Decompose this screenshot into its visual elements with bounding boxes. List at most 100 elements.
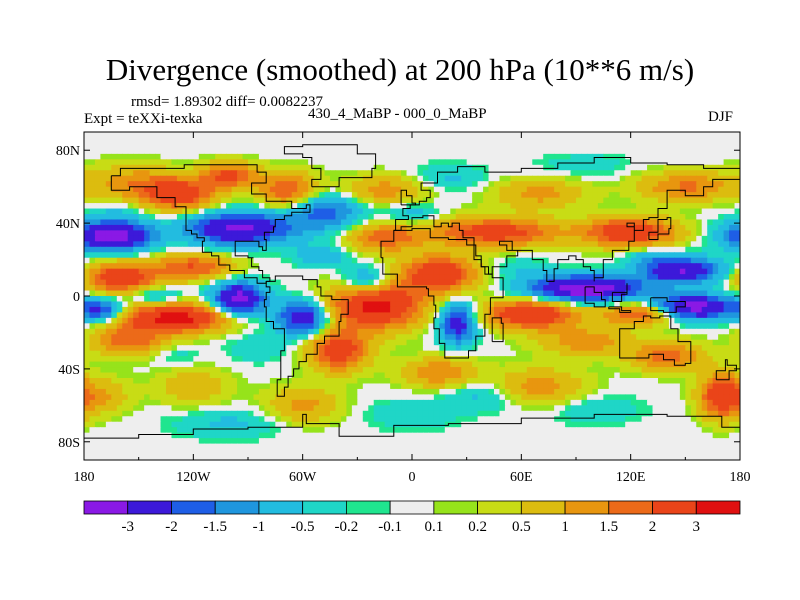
field-cell: [422, 159, 429, 166]
field-cell: [269, 153, 276, 160]
field-cell: [89, 170, 96, 177]
field-cell: [122, 312, 129, 319]
field-cell: [597, 285, 604, 292]
field-cell: [581, 317, 588, 324]
field-cell: [690, 175, 697, 182]
field-cell: [729, 192, 736, 199]
field-cell: [373, 290, 380, 297]
field-cell: [619, 285, 626, 292]
field-cell: [685, 164, 692, 171]
field-cell: [477, 312, 484, 319]
field-cell: [357, 257, 364, 264]
field-cell: [166, 345, 173, 352]
field-cell: [89, 192, 96, 199]
field-cell: [630, 274, 637, 281]
field-cell: [433, 224, 440, 231]
field-cell: [84, 274, 91, 281]
field-cell: [625, 328, 632, 335]
field-cell: [275, 356, 282, 363]
field-cell: [127, 137, 134, 144]
field-cell: [570, 323, 577, 330]
field-cell: [324, 306, 331, 313]
field-cell: [592, 350, 599, 357]
field-cell: [187, 197, 194, 204]
field-cell: [155, 214, 162, 221]
field-cell: [160, 350, 167, 357]
field-cell: [499, 230, 506, 237]
field-cell: [351, 356, 358, 363]
field-cell: [242, 241, 249, 248]
field-cell: [619, 137, 626, 144]
field-cell: [401, 159, 408, 166]
field-cell: [647, 290, 654, 297]
field-cell: [707, 312, 714, 319]
field-cell: [198, 153, 205, 160]
field-cell: [127, 268, 134, 275]
field-cell: [663, 339, 670, 346]
field-cell: [226, 208, 233, 215]
field-cell: [308, 181, 315, 188]
field-cell: [712, 241, 719, 248]
field-cell: [614, 164, 621, 171]
field-cell: [619, 132, 626, 139]
field-cell: [390, 306, 397, 313]
field-cell: [614, 334, 621, 341]
field-cell: [384, 224, 391, 231]
field-cell: [401, 268, 408, 275]
field-cell: [488, 181, 495, 188]
field-cell: [630, 170, 637, 177]
field-cell: [198, 219, 205, 226]
field-cell: [537, 164, 544, 171]
field-cell: [335, 159, 342, 166]
field-cell: [357, 230, 364, 237]
field-cell: [313, 356, 320, 363]
field-cell: [499, 170, 506, 177]
field-cell: [176, 159, 183, 166]
field-cell: [280, 285, 287, 292]
field-cell: [324, 252, 331, 259]
field-cell: [395, 159, 402, 166]
field-cell: [701, 224, 708, 231]
field-cell: [472, 192, 479, 199]
field-cell: [570, 181, 577, 188]
field-cell: [685, 208, 692, 215]
field-cell: [472, 219, 479, 226]
field-cell: [701, 164, 708, 171]
field-cell: [433, 356, 440, 363]
field-cell: [390, 148, 397, 155]
field-cell: [373, 192, 380, 199]
field-cell: [603, 186, 610, 193]
field-cell: [111, 148, 118, 155]
field-cell: [133, 263, 140, 270]
field-cell: [603, 296, 610, 303]
field-cell: [209, 142, 216, 149]
field-cell: [171, 241, 178, 248]
field-cell: [718, 224, 725, 231]
field-cell: [340, 339, 347, 346]
field-cell: [390, 356, 397, 363]
field-cell: [701, 328, 708, 335]
field-cell: [242, 274, 249, 281]
field-cell: [149, 279, 156, 286]
field-cell: [504, 328, 511, 335]
field-cell: [614, 306, 621, 313]
field-cell: [401, 235, 408, 242]
field-cell: [330, 350, 337, 357]
field-cell: [433, 170, 440, 177]
field-cell: [450, 285, 457, 292]
field-cell: [253, 279, 260, 286]
field-cell: [674, 306, 681, 313]
field-cell: [258, 186, 265, 193]
field-cell: [439, 334, 446, 341]
field-cell: [390, 192, 397, 199]
field-cell: [685, 159, 692, 166]
field-cell: [302, 317, 309, 324]
field-cell: [663, 301, 670, 308]
field-cell: [504, 224, 511, 231]
field-cell: [362, 301, 369, 308]
field-cell: [504, 279, 511, 286]
field-cell: [701, 235, 708, 242]
field-cell: [237, 296, 244, 303]
field-cell: [439, 328, 446, 335]
field-cell: [204, 301, 211, 308]
